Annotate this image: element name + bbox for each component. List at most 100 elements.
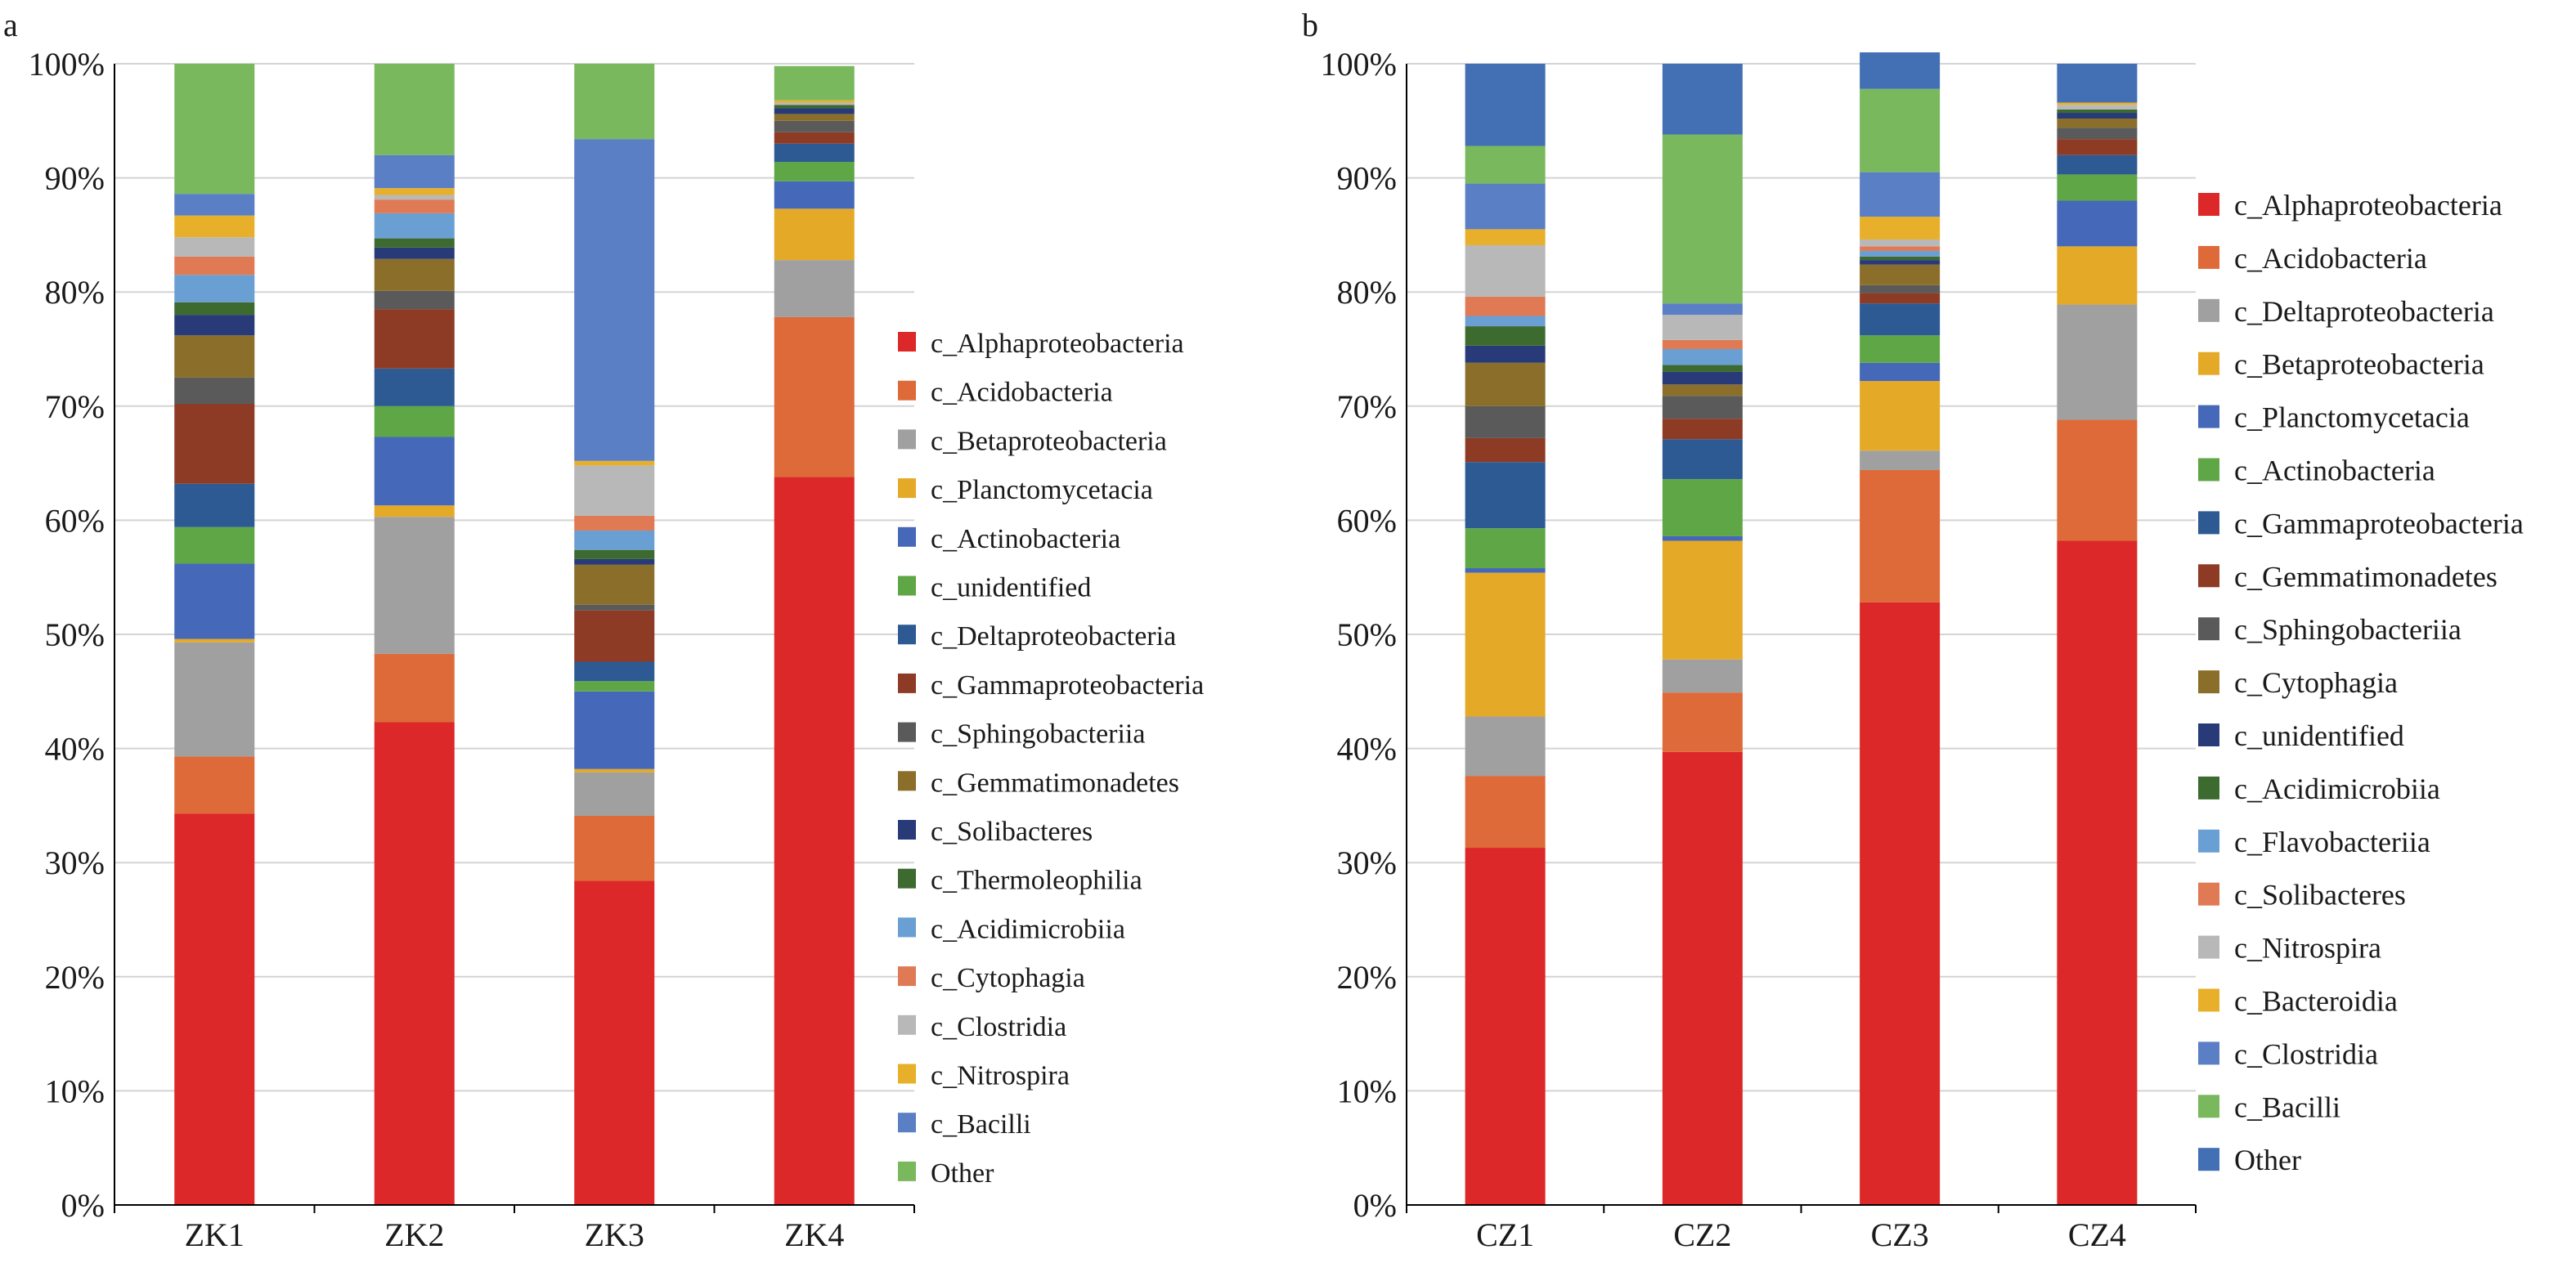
bar-segment <box>174 813 255 1205</box>
bar-segment <box>1662 540 1743 660</box>
legend-swatch <box>2198 723 2219 746</box>
bar-segment <box>1662 315 1743 340</box>
legend-swatch <box>2198 617 2219 641</box>
y-tick-label: 50% <box>45 616 105 653</box>
y-tick-label: 0% <box>1353 1187 1397 1224</box>
bar-segment <box>1465 326 1546 346</box>
bar-segment <box>1465 316 1546 327</box>
bar-segment <box>2057 105 2138 110</box>
legend: c_Alphaproteobacteria c_Acidobacteria c_Be… <box>898 329 1204 1189</box>
legend-swatch <box>898 1014 916 1035</box>
legend-label: c_Gammaproteobacteria <box>931 670 1204 701</box>
bar-segment <box>2057 246 2138 305</box>
legend-label: c_Gemmatimonadetes <box>931 768 1179 798</box>
bar-segment <box>374 188 455 195</box>
legend-label: c_Bacilli <box>2234 1091 2340 1123</box>
bar-segment <box>2057 113 2138 119</box>
bar-segment <box>2057 155 2138 175</box>
bar-segment <box>1662 439 1743 480</box>
legend-swatch <box>2198 935 2219 959</box>
legend-swatch <box>2198 670 2219 694</box>
bar-segment <box>574 465 655 516</box>
bar-segment <box>374 258 455 291</box>
bar-segment <box>574 139 655 461</box>
legend-label: c_Sphingobacteriia <box>931 719 1145 750</box>
legend-label: c_Planctomycetacia <box>931 475 1153 505</box>
bar-segment <box>2057 139 2138 155</box>
legend-label: Other <box>931 1158 994 1189</box>
legend-label: c_Acidobacteria <box>931 378 1113 408</box>
bar-segment <box>1465 183 1546 230</box>
bar-segment <box>774 105 855 109</box>
y-tick-label: 70% <box>45 388 105 425</box>
legend: c_Alphaproteobacteria c_Acidobacteria c_De… <box>2198 189 2524 1176</box>
bar-segment <box>174 275 255 302</box>
legend-swatch <box>898 722 916 742</box>
y-tick-label: 10% <box>1337 1073 1397 1109</box>
bar-segment <box>774 65 855 101</box>
y-tick-label: 100% <box>29 46 105 83</box>
bar-segment <box>574 515 655 531</box>
bar-segment <box>374 309 455 369</box>
bar-segment <box>374 195 455 200</box>
bar-segment <box>374 653 455 723</box>
bar-segment <box>774 208 855 261</box>
bar-segment <box>1662 303 1743 316</box>
bar-segment <box>574 880 655 1205</box>
bar-segment <box>774 143 855 163</box>
bar-segment <box>2057 128 2138 140</box>
legend-label: c_Actinobacteria <box>2234 455 2435 487</box>
bar-segment <box>374 199 455 213</box>
bar-segment <box>1465 362 1546 406</box>
bar-segment <box>1465 568 1546 573</box>
legend-label: c_Bacteroidia <box>2234 985 2398 1018</box>
bar-segment <box>574 558 655 565</box>
bar-segment <box>574 564 655 605</box>
bar-segment <box>1662 479 1743 536</box>
legend-swatch <box>2198 298 2219 322</box>
bar-segment <box>1860 284 1941 293</box>
legend-label: c_Deltaproteobacteria <box>2234 295 2494 328</box>
bar-segment <box>174 237 255 257</box>
legend-label: c_Planctomycetacia <box>2234 401 2470 434</box>
bar-segment <box>1860 250 1941 257</box>
y-tick-label: 70% <box>1337 388 1397 425</box>
bar-segment <box>174 642 255 757</box>
bar-segment <box>774 114 855 121</box>
legend-label: c_Clostridia <box>2234 1037 2378 1070</box>
bar-segment <box>574 604 655 611</box>
legend-label: c_Bacilli <box>931 1109 1031 1140</box>
legend-swatch <box>898 917 916 938</box>
y-tick-label: 100% <box>1321 46 1397 83</box>
bar-segment <box>574 691 655 769</box>
legend-label: c_unidentified <box>931 573 1091 603</box>
bar-segment <box>174 377 255 405</box>
bar-segment <box>2057 540 2138 1205</box>
bar-segment <box>174 404 255 484</box>
legend-label: c_Alphaproteobacteria <box>931 329 1184 359</box>
legend-label: c_unidentified <box>2234 719 2404 752</box>
bar-segment <box>374 505 455 517</box>
bar-segment <box>2057 200 2138 247</box>
y-tick-label: 80% <box>45 274 105 311</box>
bar-segment <box>374 213 455 239</box>
bar-segment <box>774 100 855 103</box>
bar-segment <box>374 517 455 654</box>
legend-swatch <box>898 526 916 547</box>
bar-segment <box>1662 134 1743 304</box>
bar-segment <box>2057 109 2138 114</box>
legend-label: c_Cytophagia <box>931 963 1085 993</box>
bar-segment <box>1860 239 1941 247</box>
bar-segment <box>1662 349 1743 365</box>
legend-swatch <box>2198 882 2219 906</box>
bar-segment <box>1860 303 1941 336</box>
bar-segment <box>774 162 855 181</box>
legend-swatch <box>898 868 916 889</box>
bar-segment <box>774 316 855 477</box>
y-tick-label: 0% <box>61 1187 105 1224</box>
legend-label: c_Betaproteobacteria <box>2234 348 2484 381</box>
bar-segment <box>174 194 255 216</box>
legend-label: c_Alphaproteobacteria <box>2234 189 2502 222</box>
bar-segment <box>1465 462 1546 529</box>
